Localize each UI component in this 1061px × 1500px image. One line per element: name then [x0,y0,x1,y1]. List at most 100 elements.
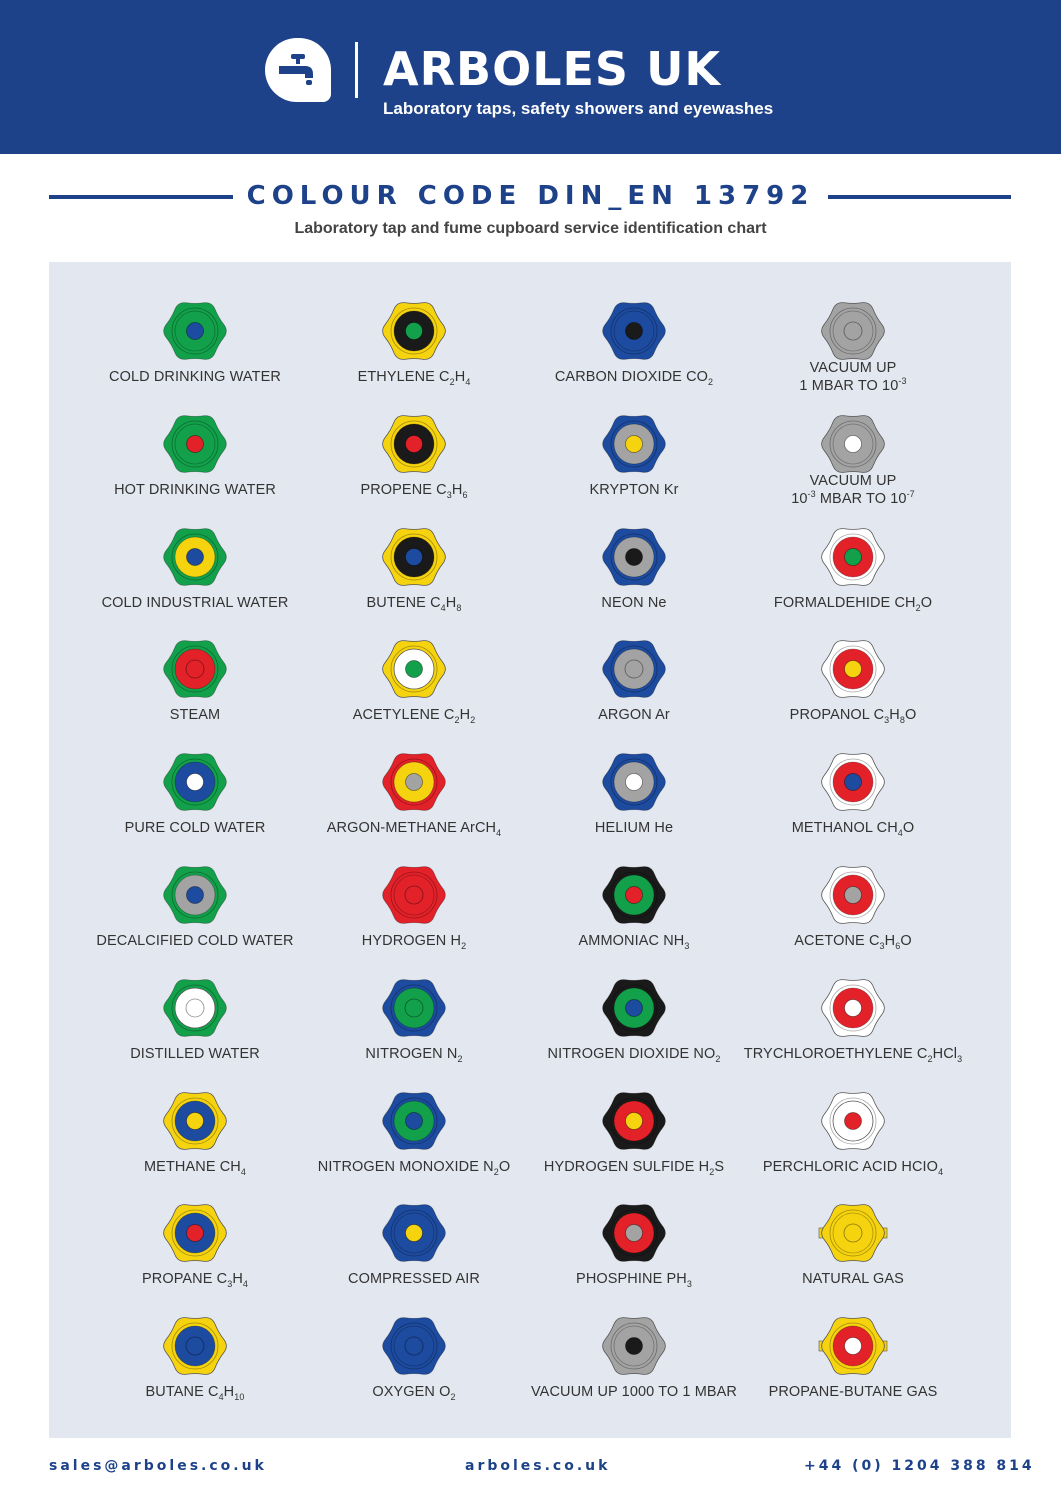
service-entry: NATURAL GAS [738,1200,968,1312]
service-entry: VACUUM UP 1 MBAR TO 10-3 [738,298,968,410]
service-label: ARGON-METHANE ArCH4 [326,820,502,839]
service-entry: ARGON-METHANE ArCH4 [299,749,529,861]
service-entry: PROPANOL C3H8O [738,636,968,748]
tap-knob-icon [163,415,227,473]
service-label: PROPENE C3H6 [360,481,468,500]
service-label: OXYGEN O2 [372,1384,456,1403]
service-entry: PROPANE-BUTANE GAS [738,1313,968,1425]
tap-knob-icon [602,415,666,473]
tap-knob-icon [382,753,446,811]
service-label: PHOSPHINE PH3 [576,1271,692,1290]
service-entry: DISTILLED WATER [80,975,310,1087]
service-entry: PROPENE C3H6 [299,411,529,523]
tap-knob-icon [602,640,666,699]
tap-knob-icon [821,866,885,924]
tap-knob-icon [163,1091,227,1150]
tap-knob-icon [382,866,446,924]
tap-knob-icon [163,979,227,1037]
colour-code-chart: COLD DRINKING WATER HOT DRINKING WATER COL… [49,262,1011,1438]
service-entry: NITROGEN DIOXIDE NO2 [519,975,749,1087]
footer-email[interactable]: sales@arboles.co.uk [49,1458,267,1474]
service-entry: VACUUM UP 1000 TO 1 MBAR [519,1313,749,1425]
service-entry: HELIUM He [519,749,749,861]
service-entry: PURE COLD WATER [80,749,310,861]
service-label: NEON Ne [601,594,667,611]
service-entry: CARBON DIOXIDE CO2 [519,298,749,410]
service-entry: COLD INDUSTRIAL WATER [80,524,310,636]
service-label: PROPANOL C3H8O [789,707,917,726]
service-entry: KRYPTON Kr [519,411,749,523]
title-rule-right [828,195,1011,199]
tap-knob-icon [382,640,446,699]
service-label: DISTILLED WATER [130,1045,260,1062]
tap-knob-icon [163,866,227,924]
tap-knob-icon [821,415,885,473]
tap-knob-icon [602,1317,666,1375]
service-entry: METHANOL CH4O [738,749,968,861]
service-label: NITROGEN DIOXIDE NO2 [547,1045,721,1064]
service-label: NITROGEN N2 [365,1045,463,1064]
service-label: ACETYLENE C2H2 [352,707,476,726]
service-label: PROPANE-BUTANE GAS [768,1384,938,1401]
service-label: ACETONE C3H6O [794,933,912,951]
service-entry: HOT DRINKING WATER [80,411,310,523]
service-label: METHANE CH4 [144,1158,246,1177]
tap-knob-icon [382,1204,446,1263]
service-label: ETHYLENE C2H4 [357,369,471,387]
page-title: COLOUR CODE DIN_EN 13792 [246,181,815,211]
tap-knob-icon [602,979,666,1037]
service-label: BUTENE C4H8 [366,594,462,613]
service-label: AMMONIAC NH3 [578,933,690,951]
service-label: PURE COLD WATER [124,820,266,837]
tap-knob-icon [382,415,446,473]
service-label: HOT DRINKING WATER [114,481,276,498]
service-label: PROPANE C3H4 [141,1271,249,1290]
service-entry: ACETONE C3H6O [738,862,968,974]
service-entry: BUTENE C4H8 [299,524,529,636]
tap-knob-icon [382,979,446,1037]
service-label: HYDROGEN SULFIDE H2S [543,1158,725,1177]
service-entry: NITROGEN N2 [299,975,529,1087]
service-entry: PERCHLORIC ACID HCIO4 [738,1088,968,1200]
service-label: COMPRESSED AIR [348,1271,480,1288]
service-entry: BUTANE C4H10 [80,1313,310,1425]
service-entry: TRYCHLOROETHYLENE C2HCl3 [738,975,968,1087]
service-entry: DECALCIFIED COLD WATER [80,862,310,974]
tap-knob-icon [163,1317,227,1375]
service-entry: PROPANE C3H4 [80,1200,310,1312]
service-entry: METHANE CH4 [80,1088,310,1200]
service-label: NITROGEN MONOXIDE N2O [317,1158,511,1177]
header-banner: ARBOLES UK Laboratory taps, safety showe… [0,0,1061,154]
tap-knob-icon [382,1317,446,1375]
tap-knob-icon [602,866,666,924]
service-entry: COLD DRINKING WATER [80,298,310,410]
tap-knob-icon [163,1204,227,1263]
tap-knob-icon [821,979,885,1037]
service-label: CARBON DIOXIDE CO2 [554,369,714,387]
service-entry: HYDROGEN H2 [299,862,529,974]
logo-separator [355,42,358,98]
service-entry: FORMALDEHIDE CH2O [738,524,968,636]
tap-knob-icon [821,302,885,360]
brand-logo [265,38,331,102]
tap-knob-icon [382,527,446,586]
service-label: VACUUM UP 1000 TO 1 MBAR [530,1384,737,1401]
tap-icon [279,54,313,85]
service-entry: OXYGEN O2 [299,1313,529,1425]
service-label: KRYPTON Kr [589,481,679,498]
tap-knob-icon [818,1317,888,1375]
tap-knob-icon [821,1091,885,1150]
tap-knob-icon [602,1091,666,1150]
footer-phone[interactable]: +44 (0) 1204 388 814 [804,1458,1035,1474]
tap-knob-icon [382,302,446,360]
service-label: TRYCHLOROETHYLENE C2HCl3 [743,1045,963,1064]
service-label: HELIUM He [594,820,674,837]
tap-knob-icon [821,753,885,811]
service-label: COLD DRINKING WATER [109,369,281,385]
title-rule-left [49,195,233,199]
service-entry: NITROGEN MONOXIDE N2O [299,1088,529,1200]
service-entry: HYDROGEN SULFIDE H2S [519,1088,749,1200]
tap-knob-icon [821,527,885,586]
service-label: NATURAL GAS [802,1271,904,1288]
footer-website[interactable]: arboles.co.uk [465,1458,611,1474]
